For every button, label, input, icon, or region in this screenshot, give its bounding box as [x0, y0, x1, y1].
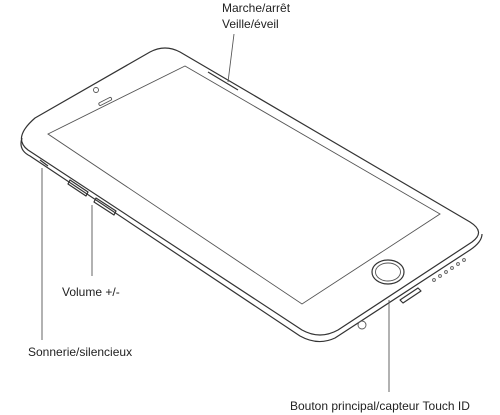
- grille-hole: [432, 278, 436, 282]
- front-camera: [93, 87, 99, 93]
- phone-screen: [47, 65, 441, 305]
- label: Volume +/-: [62, 285, 120, 299]
- volume-down: [93, 197, 117, 216]
- label: Sonnerie/silencieux: [28, 345, 132, 359]
- home-button: [371, 259, 405, 285]
- power-button: [207, 71, 239, 91]
- grille-hole: [462, 258, 466, 262]
- grille-hole: [444, 270, 448, 274]
- leader-line: [227, 33, 235, 83]
- earpiece: [98, 96, 113, 106]
- speaker-grille: [432, 258, 466, 282]
- grille-hole: [450, 266, 454, 270]
- label: Marche/arrêt: [222, 1, 291, 15]
- label: Bouton principal/capteur Touch ID: [290, 399, 470, 413]
- phone-side: [20, 137, 483, 343]
- ring-switch: [39, 159, 49, 167]
- label: Veille/éveil: [222, 17, 279, 31]
- lightning-port: [399, 287, 422, 304]
- headphone-jack: [357, 320, 367, 330]
- volume-up: [67, 179, 89, 197]
- phone-front: [20, 47, 480, 336]
- grille-hole: [456, 262, 460, 266]
- grille-hole: [438, 274, 442, 278]
- home-button-ring: [375, 262, 401, 282]
